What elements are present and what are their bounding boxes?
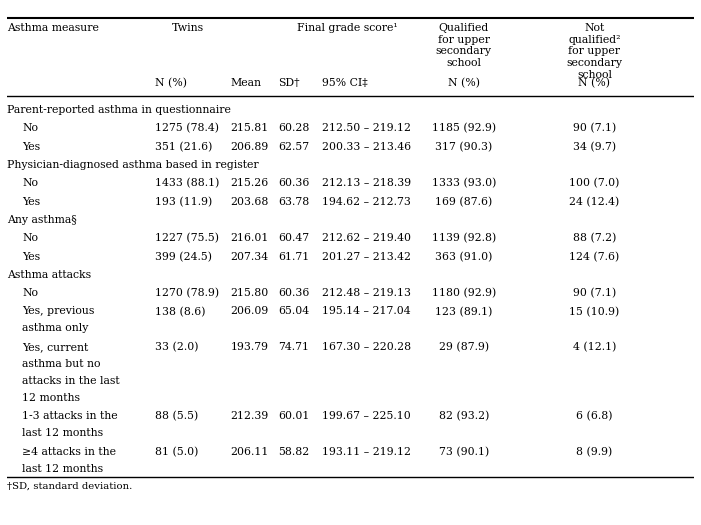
Text: Physician-diagnosed asthma based in register: Physician-diagnosed asthma based in regi… — [7, 160, 259, 170]
Text: N (%): N (%) — [448, 78, 480, 89]
Text: 1-3 attacks in the: 1-3 attacks in the — [22, 412, 118, 422]
Text: 12 months: 12 months — [22, 393, 80, 403]
Text: 194.62 – 212.73: 194.62 – 212.73 — [322, 197, 411, 207]
Text: asthma only: asthma only — [22, 323, 88, 333]
Text: 1433 (88.1): 1433 (88.1) — [155, 178, 219, 188]
Text: attacks in the last: attacks in the last — [22, 376, 120, 386]
Text: 203.68: 203.68 — [230, 197, 268, 207]
Text: 138 (8.6): 138 (8.6) — [155, 307, 205, 317]
Text: No: No — [22, 178, 38, 188]
Text: 206.11: 206.11 — [230, 447, 268, 457]
Text: 212.13 – 218.39: 212.13 – 218.39 — [322, 178, 411, 188]
Text: 212.62 – 219.40: 212.62 – 219.40 — [322, 233, 411, 243]
Text: 195.14 – 217.04: 195.14 – 217.04 — [322, 307, 410, 317]
Text: Yes, current: Yes, current — [22, 342, 88, 352]
Text: 216.01: 216.01 — [230, 233, 268, 243]
Text: 88 (5.5): 88 (5.5) — [155, 412, 198, 422]
Text: 200.33 – 213.46: 200.33 – 213.46 — [322, 142, 411, 152]
Text: 95% CI‡: 95% CI‡ — [322, 78, 367, 88]
Text: 351 (21.6): 351 (21.6) — [155, 142, 212, 152]
Text: 201.27 – 213.42: 201.27 – 213.42 — [322, 251, 411, 261]
Text: 81 (5.0): 81 (5.0) — [155, 447, 198, 457]
Text: 212.48 – 219.13: 212.48 – 219.13 — [322, 288, 411, 298]
Text: Mean: Mean — [230, 78, 261, 88]
Text: Twins: Twins — [172, 23, 204, 33]
Text: 193.11 – 219.12: 193.11 – 219.12 — [322, 447, 411, 457]
Text: SD†: SD† — [278, 78, 300, 88]
Text: 193.79: 193.79 — [230, 342, 268, 352]
Text: 58.82: 58.82 — [278, 447, 310, 457]
Text: Yes, previous: Yes, previous — [22, 307, 95, 317]
Text: Yes: Yes — [22, 197, 40, 207]
Text: ≥4 attacks in the: ≥4 attacks in the — [22, 447, 116, 457]
Text: N (%): N (%) — [578, 78, 611, 89]
Text: 317 (90.3): 317 (90.3) — [435, 142, 493, 152]
Text: 82 (93.2): 82 (93.2) — [439, 412, 489, 422]
Text: last 12 months: last 12 months — [22, 464, 103, 474]
Text: 88 (7.2): 88 (7.2) — [573, 233, 616, 244]
Text: 33 (2.0): 33 (2.0) — [155, 342, 198, 352]
Text: 60.47: 60.47 — [278, 233, 310, 243]
Text: 1185 (92.9): 1185 (92.9) — [432, 123, 496, 134]
Text: 363 (91.0): 363 (91.0) — [435, 251, 493, 262]
Text: No: No — [22, 233, 38, 243]
Text: 24 (12.4): 24 (12.4) — [569, 197, 620, 207]
Text: Not
qualified²
for upper
secondary
school: Not qualified² for upper secondary schoo… — [566, 23, 622, 80]
Text: Any asthma§: Any asthma§ — [7, 215, 77, 225]
Text: 124 (7.6): 124 (7.6) — [569, 251, 620, 262]
Text: 1180 (92.9): 1180 (92.9) — [432, 288, 496, 298]
Text: No: No — [22, 288, 38, 298]
Text: 206.09: 206.09 — [230, 307, 268, 317]
Text: 207.34: 207.34 — [230, 251, 268, 261]
Text: 60.01: 60.01 — [278, 412, 310, 422]
Text: 63.78: 63.78 — [278, 197, 310, 207]
Text: 399 (24.5): 399 (24.5) — [155, 251, 212, 262]
Text: 1139 (92.8): 1139 (92.8) — [432, 233, 496, 244]
Text: 215.80: 215.80 — [230, 288, 268, 298]
Text: 193 (11.9): 193 (11.9) — [155, 197, 212, 207]
Text: 212.39: 212.39 — [230, 412, 268, 422]
Text: 74.71: 74.71 — [278, 342, 309, 352]
Text: 4 (12.1): 4 (12.1) — [573, 342, 616, 352]
Text: 215.26: 215.26 — [230, 178, 268, 188]
Text: 199.67 – 225.10: 199.67 – 225.10 — [322, 412, 410, 422]
Text: 1275 (78.4): 1275 (78.4) — [155, 123, 219, 134]
Text: 60.36: 60.36 — [278, 178, 310, 188]
Text: 6 (6.8): 6 (6.8) — [576, 412, 613, 422]
Text: 60.28: 60.28 — [278, 123, 310, 133]
Text: 29 (87.9): 29 (87.9) — [439, 342, 489, 352]
Text: †SD, standard deviation.: †SD, standard deviation. — [7, 481, 132, 490]
Text: 90 (7.1): 90 (7.1) — [573, 288, 616, 298]
Text: 73 (90.1): 73 (90.1) — [439, 447, 489, 457]
Text: 65.04: 65.04 — [278, 307, 310, 317]
Text: 61.71: 61.71 — [278, 251, 310, 261]
Text: 1333 (93.0): 1333 (93.0) — [432, 178, 496, 188]
Text: 215.81: 215.81 — [230, 123, 268, 133]
Text: N (%): N (%) — [155, 78, 186, 89]
Text: 167.30 – 220.28: 167.30 – 220.28 — [322, 342, 411, 352]
Text: 90 (7.1): 90 (7.1) — [573, 123, 616, 134]
Text: 169 (87.6): 169 (87.6) — [435, 197, 493, 207]
Text: 123 (89.1): 123 (89.1) — [435, 307, 493, 317]
Text: Asthma measure: Asthma measure — [7, 23, 99, 33]
Text: Asthma attacks: Asthma attacks — [7, 270, 91, 280]
Text: 34 (9.7): 34 (9.7) — [573, 142, 616, 152]
Text: Final grade score¹: Final grade score¹ — [297, 23, 397, 33]
Text: 15 (10.9): 15 (10.9) — [569, 307, 620, 317]
Text: 62.57: 62.57 — [278, 142, 310, 152]
Text: Parent-reported asthma in questionnaire: Parent-reported asthma in questionnaire — [7, 106, 231, 116]
Text: last 12 months: last 12 months — [22, 428, 103, 438]
Text: 206.89: 206.89 — [230, 142, 268, 152]
Text: Yes: Yes — [22, 251, 40, 261]
Text: asthma but no: asthma but no — [22, 359, 101, 369]
Text: 100 (7.0): 100 (7.0) — [569, 178, 620, 188]
Text: Yes: Yes — [22, 142, 40, 152]
Text: 212.50 – 219.12: 212.50 – 219.12 — [322, 123, 411, 133]
Text: No: No — [22, 123, 38, 133]
Text: Qualified
for upper
secondary
school: Qualified for upper secondary school — [436, 23, 492, 68]
Text: 1270 (78.9): 1270 (78.9) — [155, 288, 219, 298]
Text: 1227 (75.5): 1227 (75.5) — [155, 233, 219, 244]
Text: 60.36: 60.36 — [278, 288, 310, 298]
Text: 8 (9.9): 8 (9.9) — [576, 447, 613, 457]
